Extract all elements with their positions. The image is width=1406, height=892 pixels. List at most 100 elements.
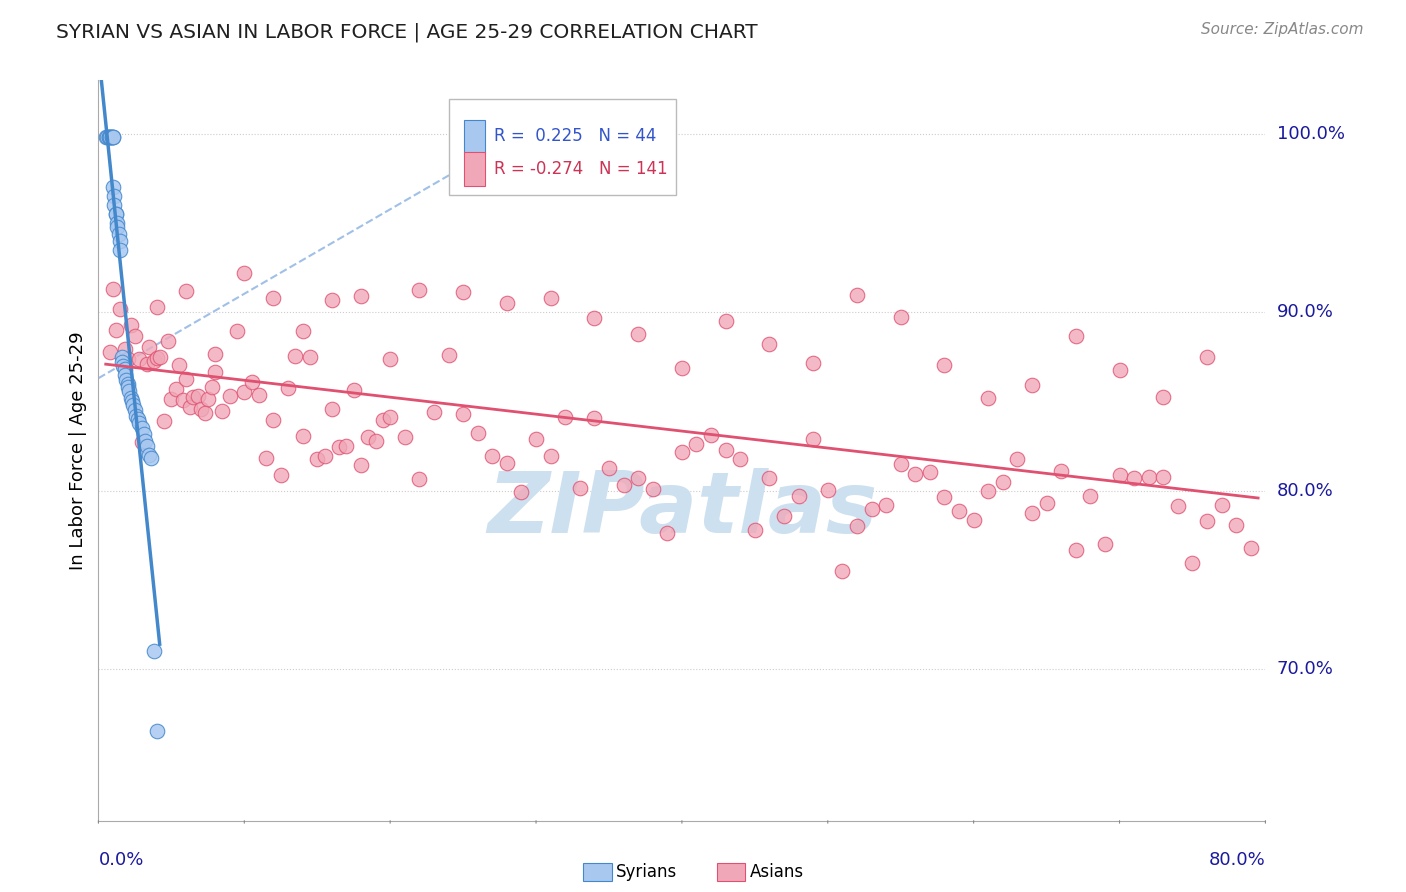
Point [583, 310, 606, 325]
Point [110, 243, 132, 257]
Point [270, 468, 292, 483]
Point [831, 564, 853, 578]
Point [934, 358, 956, 372]
Text: 70.0%: 70.0% [1277, 660, 1333, 678]
Text: 90.0%: 90.0% [1277, 303, 1333, 321]
Point [127, 412, 149, 426]
Point [105, 219, 128, 234]
Text: R =  0.225   N = 44: R = 0.225 N = 44 [494, 128, 657, 145]
Point [114, 343, 136, 357]
Point [97, 130, 120, 145]
Text: SYRIAN VS ASIAN IN LABOR FORCE | AGE 25-29 CORRELATION CHART: SYRIAN VS ASIAN IN LABOR FORCE | AGE 25-… [56, 22, 758, 42]
Point [657, 525, 679, 540]
Point [157, 334, 180, 348]
Point [131, 434, 153, 449]
Point [100, 130, 122, 145]
Point [98, 130, 121, 145]
Point [423, 405, 446, 419]
Point [343, 383, 366, 397]
Text: 100.0%: 100.0% [1277, 125, 1344, 143]
Point [194, 406, 217, 420]
Point [962, 513, 984, 527]
Point [100, 130, 122, 145]
Point [1240, 541, 1263, 555]
Point [146, 724, 169, 739]
Point [204, 365, 226, 379]
FancyBboxPatch shape [449, 99, 676, 195]
Point [467, 426, 489, 441]
Point [598, 461, 620, 475]
Point [700, 428, 723, 442]
Point [714, 314, 737, 328]
Point [380, 352, 402, 367]
Text: Syrians: Syrians [616, 863, 678, 881]
Point [1064, 328, 1087, 343]
Point [211, 404, 233, 418]
Point [103, 198, 125, 212]
Point [364, 434, 387, 448]
Point [132, 426, 155, 441]
Point [174, 372, 197, 386]
Point [101, 180, 124, 194]
Point [101, 130, 124, 145]
Point [108, 227, 131, 241]
Point [1195, 350, 1218, 364]
Point [114, 368, 136, 382]
Point [1021, 378, 1043, 392]
Point [1108, 468, 1130, 483]
Point [135, 357, 157, 371]
Point [890, 457, 912, 471]
Point [96, 130, 118, 145]
Point [773, 509, 796, 524]
Point [98, 130, 121, 145]
Point [146, 351, 169, 366]
Point [730, 451, 752, 466]
Point [104, 207, 127, 221]
Point [120, 318, 142, 333]
Point [321, 293, 343, 307]
Point [1152, 470, 1174, 484]
Point [218, 389, 240, 403]
Point [142, 354, 165, 368]
Point [904, 467, 927, 482]
Point [496, 296, 519, 310]
Point [1123, 470, 1146, 484]
Point [122, 398, 145, 412]
Point [380, 410, 402, 425]
Point [179, 401, 201, 415]
Point [481, 450, 503, 464]
Point [138, 340, 160, 354]
Point [254, 450, 277, 465]
Point [201, 380, 224, 394]
Point [787, 489, 810, 503]
Point [408, 472, 430, 486]
Point [97, 130, 120, 145]
Point [934, 491, 956, 505]
Point [554, 410, 576, 425]
Point [744, 523, 766, 537]
Point [671, 445, 693, 459]
Point [226, 324, 249, 338]
Point [197, 392, 219, 407]
Point [583, 411, 606, 425]
Point [233, 266, 256, 280]
Point [105, 216, 128, 230]
Point [540, 291, 562, 305]
Point [1167, 500, 1189, 514]
Point [112, 359, 135, 373]
Point [111, 350, 134, 364]
Point [801, 432, 824, 446]
Point [262, 413, 284, 427]
Point [124, 403, 146, 417]
Point [328, 440, 350, 454]
Point [233, 385, 256, 400]
Point [948, 504, 970, 518]
Point [172, 392, 194, 407]
Point [1181, 556, 1204, 570]
Point [918, 465, 941, 479]
Point [277, 381, 299, 395]
Point [110, 234, 132, 248]
Point [284, 349, 307, 363]
Point [240, 376, 263, 390]
Point [104, 207, 127, 221]
